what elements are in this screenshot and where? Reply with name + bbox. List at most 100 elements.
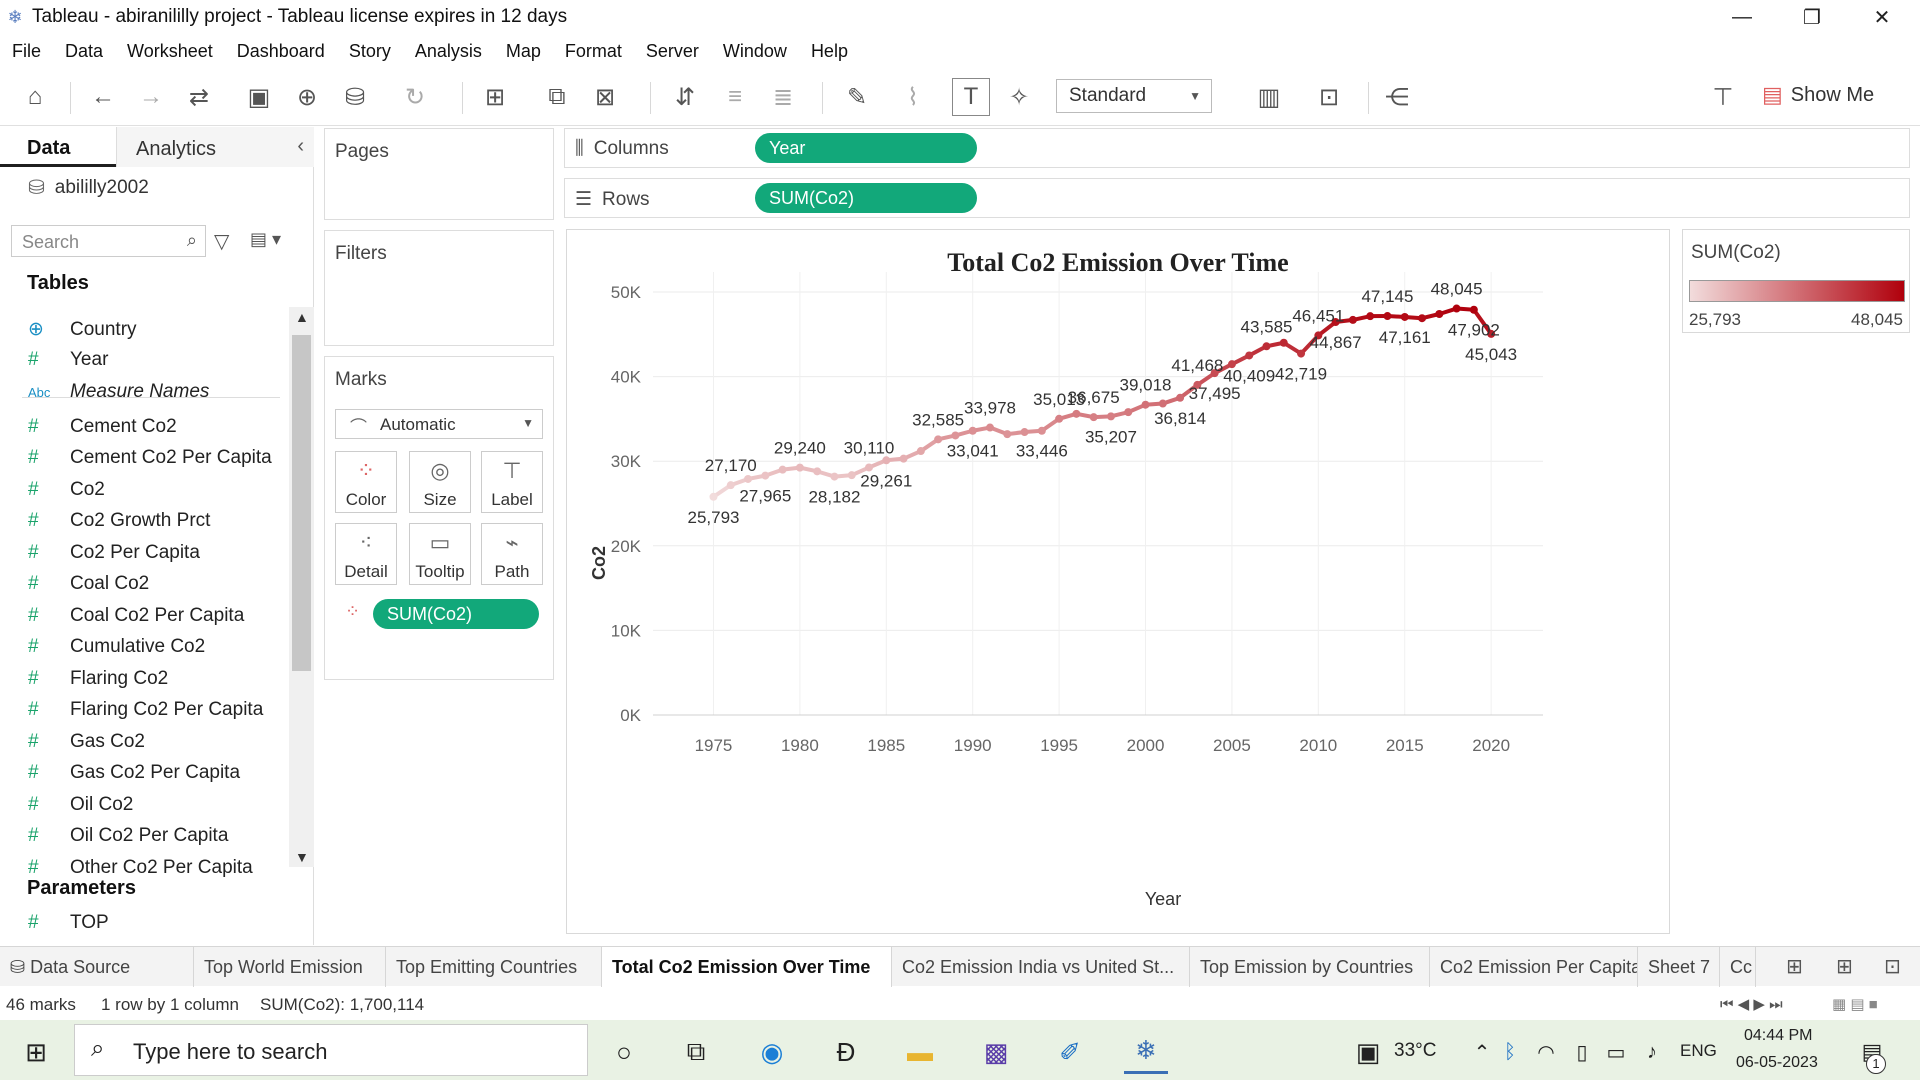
field-item[interactable]: # Oil Co2 Per Capita	[28, 825, 228, 847]
size-button[interactable]: ◎ Size	[409, 451, 471, 513]
menu-worksheet[interactable]: Worksheet	[127, 40, 213, 61]
columns-shelf[interactable]: ⫼ Columns Year	[564, 128, 1910, 168]
data-point[interactable]	[1487, 329, 1496, 338]
data-point[interactable]	[1124, 408, 1133, 417]
field-item[interactable]: # Cement Co2 Per Capita	[28, 447, 272, 469]
data-point[interactable]	[1245, 351, 1254, 360]
field-item[interactable]: # Other Co2 Per Capita	[28, 857, 253, 879]
cortana-icon[interactable]: ○	[616, 1036, 632, 1067]
sheet-tab[interactable]: Cc	[1720, 947, 1756, 987]
field-item[interactable]: # Co2	[28, 479, 105, 501]
sheet-tab[interactable]: Co2 Emission India vs United St...	[892, 947, 1190, 987]
data-point[interactable]	[951, 431, 960, 440]
menu-map[interactable]: Map	[505, 40, 541, 61]
app-d-icon[interactable]: Ð	[836, 1036, 856, 1067]
chart-view[interactable]: Total Co2 Emission Over Time 0K 10K 20K 30K…	[566, 229, 1670, 934]
field-item[interactable]: # Gas Co2	[28, 731, 145, 753]
field-item[interactable]: # Gas Co2 Per Capita	[28, 762, 240, 784]
tab-analytics[interactable]: Analytics ‹	[116, 127, 314, 167]
scroll-up-icon[interactable]: ▲	[295, 309, 309, 325]
color-button[interactable]: ⁘ Color	[335, 451, 397, 513]
pages-shelf[interactable]: Pages	[324, 128, 554, 220]
data-point[interactable]	[1452, 304, 1461, 313]
tableau-taskbar-icon[interactable]: ❄	[1124, 1030, 1168, 1074]
filter-fields-icon[interactable]: ▽	[214, 231, 230, 253]
data-point[interactable]	[1141, 400, 1150, 409]
field-item[interactable]: # Flaring Co2	[28, 668, 168, 690]
data-point[interactable]	[1469, 305, 1478, 314]
language[interactable]: ENG	[1680, 1041, 1717, 1060]
data-point[interactable]	[1193, 380, 1202, 389]
fit-select[interactable]: Standard ▼	[1056, 79, 1212, 113]
minimize-button[interactable]: —	[1732, 5, 1752, 28]
sort-descending-icon[interactable]: ≣	[772, 83, 794, 111]
duplicate-sheet-icon[interactable]: ⧉	[548, 83, 566, 110]
data-point[interactable]	[968, 426, 977, 435]
show-me-button[interactable]: ▤ Show Me	[1762, 82, 1874, 108]
menu-story[interactable]: Story	[348, 40, 391, 61]
taskbar-search-input[interactable]: ⌕ Type here to search	[74, 1024, 588, 1076]
data-point[interactable]	[899, 454, 908, 463]
filters-shelf[interactable]: Filters	[324, 230, 554, 346]
data-point[interactable]	[1158, 399, 1167, 408]
data-point[interactable]	[916, 447, 925, 456]
clear-sheet-icon[interactable]: ⊠	[594, 83, 616, 111]
menu-help[interactable]: Help	[810, 40, 848, 61]
tab-data-source[interactable]: ⛁ Data Source	[0, 947, 194, 987]
redo-icon[interactable]: →	[139, 83, 163, 110]
data-point[interactable]	[1003, 430, 1012, 439]
weather-icon[interactable]: ▣	[1355, 1036, 1381, 1067]
collapse-icon[interactable]: ‹	[297, 135, 304, 157]
field-item[interactable]: # Coal Co2	[28, 573, 149, 595]
presentation-mode-icon[interactable]: ⊡	[1318, 83, 1340, 111]
field-item[interactable]: ⊕ Country	[28, 318, 137, 341]
highlight-icon[interactable]: ✎	[846, 83, 868, 111]
label-button[interactable]: ⊤ Label	[481, 451, 543, 513]
sheet-tab[interactable]: Sheet 7	[1638, 947, 1720, 987]
data-point[interactable]	[1400, 312, 1409, 321]
sheet-tab[interactable]: Total Co2 Emission Over Time	[602, 947, 892, 987]
restore-button[interactable]: ❐	[1803, 6, 1821, 29]
data-point[interactable]	[1055, 414, 1064, 423]
path-button[interactable]: ⌁ Path	[481, 523, 543, 585]
data-point[interactable]	[1366, 312, 1375, 321]
data-point[interactable]	[1297, 349, 1306, 358]
new-dashboard-tab-icon[interactable]: ⊞	[1836, 956, 1853, 978]
rows-pill[interactable]: SUM(Co2)	[755, 183, 977, 213]
data-point[interactable]	[795, 463, 804, 472]
field-item[interactable]: # Cumulative Co2	[28, 636, 205, 658]
menu-window[interactable]: Window	[722, 40, 787, 61]
data-point[interactable]	[1279, 338, 1288, 347]
edge-icon[interactable]: ◉	[760, 1036, 784, 1067]
menu-analysis[interactable]: Analysis	[414, 40, 482, 61]
swap-icon[interactable]: ⇄	[188, 83, 210, 111]
mark-type-select[interactable]: ⌒ Automatic ▼	[335, 409, 543, 439]
search-input[interactable]: Search ⌕	[11, 225, 206, 257]
sheet-view-icons[interactable]: ▦ ▤ ■	[1832, 996, 1878, 1013]
data-point[interactable]	[830, 472, 839, 481]
menu-dashboard[interactable]: Dashboard	[236, 40, 325, 61]
marks-pill[interactable]: SUM(Co2)	[373, 599, 539, 629]
scrollbar-thumb[interactable]	[292, 335, 311, 671]
device-icon[interactable]: ▯	[1576, 1041, 1588, 1064]
show-cards-icon[interactable]: ▥	[1257, 83, 1281, 111]
data-point[interactable]	[882, 456, 891, 465]
data-point[interactable]	[1037, 426, 1046, 435]
menu-data[interactable]: Data	[65, 40, 104, 61]
rows-shelf[interactable]: ☰ Rows SUM(Co2)	[564, 178, 1910, 218]
new-worksheet-icon[interactable]: ⊞	[484, 83, 506, 111]
field-list-scrollbar[interactable]: ▲ ▼	[289, 307, 314, 867]
share-icon[interactable]: ⋲	[1385, 83, 1409, 111]
group-icon[interactable]: ⌇	[907, 83, 919, 111]
parameter-item[interactable]: # TOP	[28, 912, 109, 934]
data-point[interactable]	[1262, 342, 1271, 351]
data-point[interactable]	[1314, 331, 1323, 340]
pause-updates-icon[interactable]: ⛁	[344, 83, 366, 111]
new-story-tab-icon[interactable]: ⊡	[1884, 956, 1901, 978]
data-point[interactable]	[813, 467, 822, 476]
data-point[interactable]	[1227, 360, 1236, 369]
data-point[interactable]	[865, 463, 874, 472]
task-view-icon[interactable]: ⧉	[686, 1036, 706, 1066]
data-point[interactable]	[1348, 315, 1357, 324]
home-icon[interactable]: ⌂	[27, 83, 43, 110]
